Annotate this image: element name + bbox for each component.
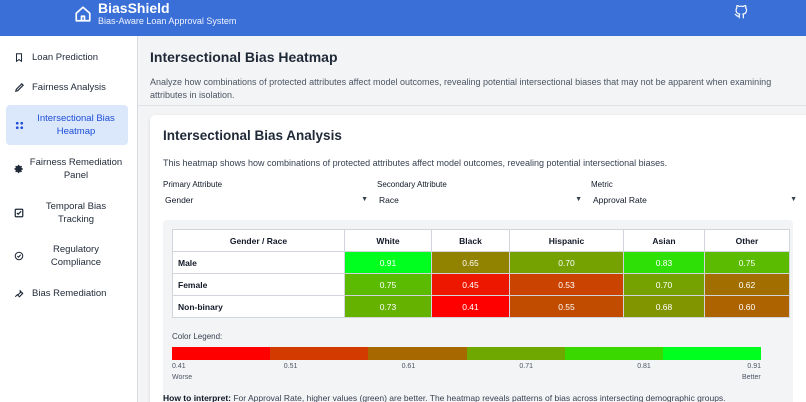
legend-label: Color Legend: (172, 332, 223, 341)
sidebar-item-bias-remediation[interactable]: Bias Remediation (6, 283, 128, 303)
chart-check-icon (10, 208, 28, 218)
heatmap-cell[interactable]: 0.70 (623, 273, 705, 296)
chevron-down-icon: ▼ (790, 196, 797, 203)
legend-swatch (172, 347, 271, 360)
heatmap-row: Female 0.75 0.45 0.53 0.70 0.62 (172, 273, 790, 296)
heatmap-cell[interactable]: 0.70 (509, 251, 624, 274)
interpretation-text: For Approval Rate, higher values (green)… (231, 393, 726, 402)
heatmap-cell[interactable]: 0.62 (704, 273, 790, 296)
column-header: White (344, 229, 432, 252)
interpretation-note: How to interpret: For Approval Rate, hig… (163, 393, 726, 402)
github-icon[interactable] (734, 5, 748, 19)
heatmap-cell[interactable]: 0.41 (431, 295, 510, 318)
heatmap-cell[interactable]: 0.83 (623, 251, 705, 274)
heatmap-table: Gender / Race White Black Hispanic Asian… (172, 229, 790, 318)
legend-swatch (662, 347, 762, 360)
home-icon[interactable] (74, 5, 92, 23)
legend-tick: 0.41 (172, 363, 186, 370)
row-header: Non-binary (172, 295, 345, 318)
page-description: Analyze how combinations of protected at… (150, 77, 772, 100)
chevron-down-icon: ▼ (361, 196, 368, 203)
legend-tick: 0.91 (747, 363, 761, 370)
heatmap-cell[interactable]: 0.60 (704, 295, 790, 318)
legend-tick: 0.61 (401, 363, 416, 370)
metric-group: Metric Approval Rate ▼ (591, 180, 797, 207)
divider (138, 105, 806, 106)
primary-attribute-group: Primary Attribute Gender ▼ (163, 180, 368, 207)
color-legend-bar (172, 347, 762, 360)
secondary-attribute-select[interactable]: Race ▼ (377, 193, 582, 207)
legend-tick: 0.71 (519, 363, 534, 370)
heatmap-row: Non-binary 0.73 0.41 0.55 0.68 0.60 (172, 295, 790, 318)
column-header: Asian (623, 229, 705, 252)
sidebar-item-label: Regulatory Compliance (50, 244, 102, 268)
metric-label: Metric (591, 180, 613, 189)
primary-attribute-label: Primary Attribute (163, 180, 223, 189)
main-content: Intersectional Bias Heatmap Analyze how … (138, 36, 806, 402)
top-bar: BiasShield Bias-Aware Loan Approval Syst… (0, 0, 806, 36)
sidebar-item-fairness-analysis[interactable]: Fairness Analysis (6, 77, 128, 97)
bookmark-icon (10, 52, 28, 63)
secondary-attribute-label: Secondary Attribute (377, 180, 447, 189)
primary-attribute-select[interactable]: Gender ▼ (163, 193, 368, 207)
legend-better-label: Better (742, 374, 761, 381)
metric-select[interactable]: Approval Rate ▼ (591, 193, 797, 207)
interpretation-bold: How to interpret: (163, 393, 231, 402)
sidebar-item-label: Fairness Remediation Panel (29, 157, 123, 181)
card-title: Intersectional Bias Analysis (163, 128, 342, 143)
secondary-attribute-group: Secondary Attribute Race ▼ (377, 180, 582, 207)
legend-tick: 0.51 (283, 363, 298, 370)
heatmap-cell[interactable]: 0.53 (509, 273, 624, 296)
heatmap-panel: Gender / Race White Black Hispanic Asian… (163, 220, 793, 402)
corner-header: Gender / Race (172, 229, 345, 252)
metric-value: Approval Rate (593, 195, 647, 205)
sidebar-item-temporal-bias-tracking[interactable]: Temporal Bias Tracking (6, 199, 128, 227)
card-description: This heatmap shows how combinations of p… (163, 158, 668, 168)
check-circle-icon (10, 251, 28, 261)
heatmap-cell[interactable]: 0.68 (623, 295, 705, 318)
heatmap-cell[interactable]: 0.55 (509, 295, 624, 318)
heatmap-header-row: Gender / Race White Black Hispanic Asian… (172, 229, 790, 252)
sidebar-item-fairness-remediation-panel[interactable]: Fairness Remediation Panel (6, 155, 128, 183)
column-header: Other (704, 229, 790, 252)
row-header: Male (172, 251, 345, 274)
heatmap-cell[interactable]: 0.75 (344, 273, 432, 296)
grid-dots-icon (10, 121, 28, 130)
sidebar-item-label: Fairness Analysis (32, 81, 106, 93)
page-title: Intersectional Bias Heatmap (150, 49, 338, 65)
sidebar-item-label: Loan Prediction (32, 51, 99, 63)
sidebar-item-loan-prediction[interactable]: Loan Prediction (6, 47, 128, 67)
legend-swatch (564, 347, 663, 360)
heatmap-cell[interactable]: 0.73 (344, 295, 432, 318)
secondary-attribute-value: Race (379, 195, 399, 205)
heatmap-row: Male 0.91 0.65 0.70 0.83 0.75 (172, 251, 790, 274)
heatmap-cell[interactable]: 0.65 (431, 251, 510, 274)
column-header: Black (431, 229, 510, 252)
row-header: Female (172, 273, 345, 296)
legend-tick: 0.81 (637, 363, 651, 370)
column-header: Hispanic (509, 229, 624, 252)
gear-icon (10, 164, 28, 174)
legend-swatch (270, 347, 369, 360)
legend-swatch (466, 347, 565, 360)
app-title: BiasShield (98, 0, 170, 16)
chevron-down-icon: ▼ (575, 196, 582, 203)
analysis-card: Intersectional Bias Analysis This heatma… (150, 115, 806, 402)
sidebar: Loan Prediction Fairness Analysis Inters… (0, 36, 138, 402)
heatmap-cell[interactable]: 0.45 (431, 273, 510, 296)
sidebar-item-intersectional-bias-heatmap[interactable]: Intersectional Bias Heatmap (6, 105, 128, 145)
legend-worse-label: Worse (172, 374, 193, 381)
pen-icon (10, 82, 28, 93)
legend-swatch (368, 347, 467, 360)
heatmap-cell[interactable]: 0.91 (344, 251, 432, 274)
app-subtitle: Bias-Aware Loan Approval System (98, 16, 237, 26)
wrench-icon (10, 288, 28, 298)
heatmap-cell[interactable]: 0.75 (704, 251, 790, 274)
sidebar-item-regulatory-compliance[interactable]: Regulatory Compliance (6, 242, 128, 270)
sidebar-item-label: Bias Remediation (32, 287, 107, 299)
sidebar-item-label: Temporal Bias Tracking (45, 201, 107, 225)
legend-ticks: 0.41 0.51 0.61 0.71 0.81 0.91 (172, 363, 761, 373)
sidebar-item-label: Intersectional Bias Heatmap (37, 113, 115, 137)
primary-attribute-value: Gender (165, 195, 194, 205)
